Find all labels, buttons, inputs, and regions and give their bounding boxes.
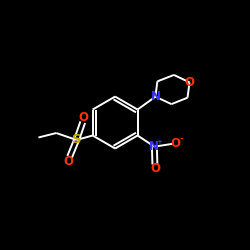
Text: N: N <box>149 140 159 153</box>
Text: O: O <box>150 162 160 175</box>
Text: O: O <box>170 137 180 150</box>
Text: O: O <box>78 111 88 124</box>
Text: -: - <box>179 135 183 144</box>
Text: S: S <box>72 134 81 146</box>
Text: O: O <box>184 76 194 89</box>
Text: N: N <box>150 90 160 103</box>
Text: O: O <box>64 155 74 168</box>
Text: +: + <box>156 140 162 145</box>
